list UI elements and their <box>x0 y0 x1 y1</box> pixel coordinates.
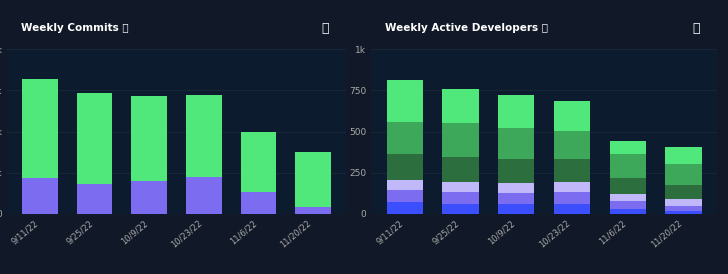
Bar <box>554 192 590 204</box>
Bar <box>23 79 58 178</box>
Bar <box>610 178 646 194</box>
Bar <box>498 159 534 183</box>
Bar <box>554 131 590 159</box>
Text: Weekly Active Developers ⓘ: Weekly Active Developers ⓘ <box>385 23 548 33</box>
Bar <box>554 204 590 214</box>
Bar <box>443 89 478 123</box>
Bar <box>665 185 702 199</box>
Text: ⤓: ⤓ <box>321 22 329 35</box>
Bar <box>387 154 423 180</box>
Bar <box>23 178 58 214</box>
Bar <box>554 182 590 192</box>
Bar <box>296 152 331 207</box>
Bar <box>186 95 221 177</box>
Bar <box>387 80 423 122</box>
Bar <box>132 181 167 214</box>
Bar <box>387 190 423 202</box>
Text: ⤓: ⤓ <box>692 22 700 35</box>
Bar <box>498 128 534 159</box>
Bar <box>498 95 534 128</box>
Bar <box>665 147 702 164</box>
Bar <box>241 132 276 192</box>
Bar <box>132 96 167 181</box>
Bar <box>241 192 276 214</box>
Bar <box>77 93 112 184</box>
Bar <box>665 206 702 211</box>
Bar <box>665 211 702 214</box>
Bar <box>77 184 112 214</box>
Bar <box>498 183 534 193</box>
Bar <box>610 141 646 154</box>
Bar <box>610 201 646 209</box>
Bar <box>443 204 478 214</box>
Bar <box>443 192 478 204</box>
Bar <box>554 101 590 131</box>
Bar <box>443 182 478 192</box>
Bar <box>387 180 423 190</box>
Bar <box>296 207 331 214</box>
Bar <box>443 157 478 182</box>
Bar <box>610 194 646 201</box>
Bar <box>387 122 423 154</box>
Bar <box>665 164 702 185</box>
Text: Weekly Commits ⓘ: Weekly Commits ⓘ <box>21 23 128 33</box>
Bar <box>610 154 646 178</box>
Bar <box>387 202 423 214</box>
Bar <box>610 209 646 214</box>
Bar <box>186 177 221 214</box>
Bar <box>498 193 534 204</box>
Bar <box>665 199 702 206</box>
Bar <box>554 159 590 182</box>
Bar <box>443 123 478 157</box>
Bar <box>498 204 534 214</box>
